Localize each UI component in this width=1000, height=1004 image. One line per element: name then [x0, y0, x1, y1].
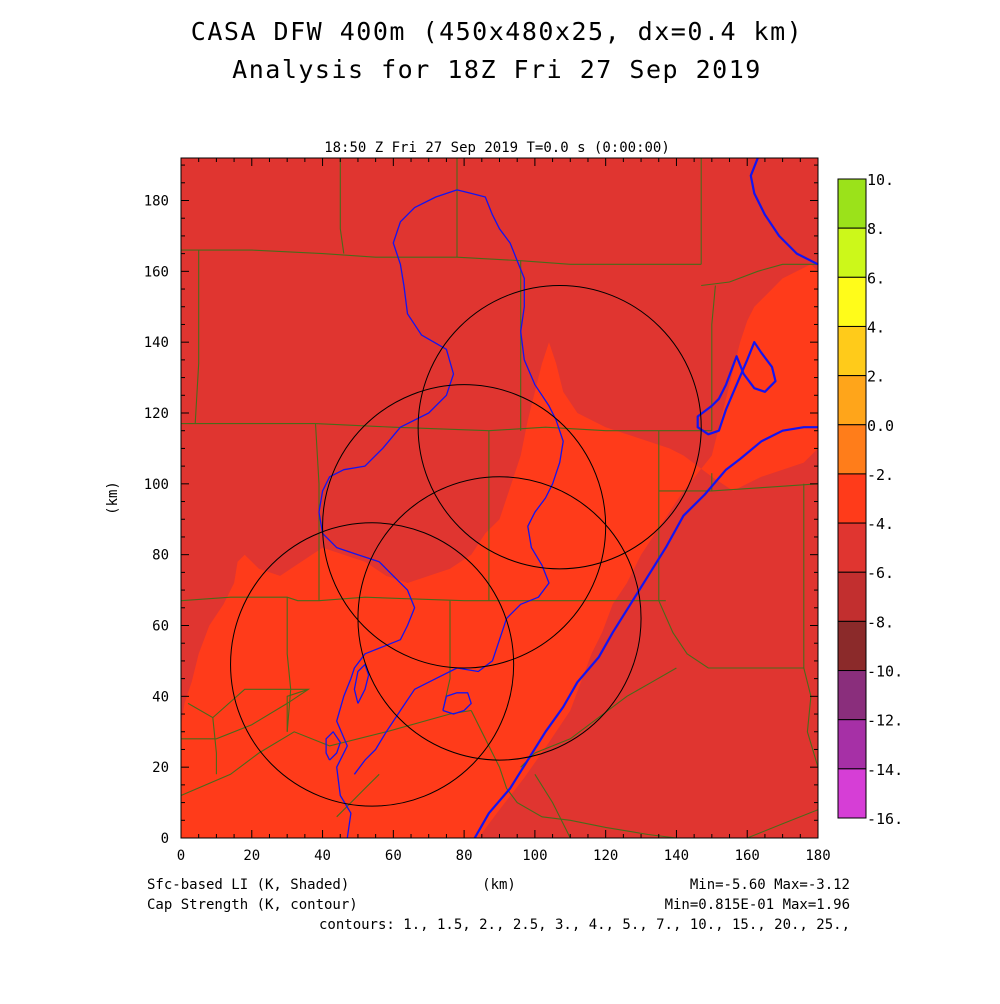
radar-ring — [357, 476, 642, 761]
colorbar-bin — [837, 424, 867, 475]
x-tick-label: 20 — [243, 848, 260, 864]
x-axis: 0 20 40 60 80 100 120 140 160 180 — [177, 158, 831, 864]
radar-ring — [322, 384, 607, 669]
x-tick-label: 80 — [456, 848, 473, 864]
river-line — [749, 158, 818, 266]
colorbar-bin — [837, 473, 867, 524]
colorbar-bin — [837, 227, 867, 278]
x-tick-label: 60 — [385, 848, 402, 864]
radar-ring — [230, 522, 515, 807]
title-line1: CASA DFW 400m (450x480x25, dx=0.4 km) — [191, 17, 803, 46]
river-line — [353, 663, 370, 704]
y-tick-label: 120 — [144, 406, 169, 422]
river-line — [353, 189, 564, 775]
x-tick-label: 0 — [177, 848, 185, 864]
river-line — [318, 189, 458, 838]
colorbar-label: -10. — [867, 663, 903, 681]
y-tick-label: 40 — [152, 689, 169, 705]
colorbar-label: -14. — [867, 761, 903, 779]
county-line — [339, 158, 345, 254]
colorbar-label: -4. — [867, 515, 894, 533]
radar-ring — [417, 285, 702, 570]
river-line — [696, 341, 777, 436]
title-line2: Analysis for 18Z Fri 27 Sep 2019 — [232, 55, 762, 84]
colorbar-label: 0.0 — [867, 417, 894, 435]
y-tick-label: 20 — [152, 760, 169, 776]
colorbar-label: 10. — [867, 171, 894, 189]
colorbar-bin — [837, 325, 867, 377]
colorbar-label: 2. — [867, 368, 885, 386]
colorbar-bin — [837, 670, 867, 721]
county-line — [534, 774, 571, 838]
colorbar-bin — [837, 522, 867, 573]
county-line — [746, 809, 818, 838]
county-boundaries — [181, 158, 818, 838]
colorbar-bin — [837, 178, 867, 229]
county-line — [442, 600, 451, 711]
shaded-min-max: Min=-5.60 Max=-3.12 — [690, 877, 850, 893]
x-tick-label: 100 — [522, 848, 547, 864]
colorbar-bin — [837, 375, 867, 426]
river-line — [325, 731, 341, 761]
county-line — [658, 483, 818, 492]
county-line — [286, 688, 309, 732]
y-axis: 0 20 40 60 80 100 120 140 160 180 — [144, 164, 818, 847]
colorbar-bin — [837, 768, 867, 819]
county-line — [212, 717, 217, 775]
county-line — [803, 667, 818, 768]
colorbar-label: -8. — [867, 613, 894, 631]
plot-area — [180, 157, 819, 839]
y-axis-label: (km) — [105, 481, 121, 515]
y-tick-label: 140 — [144, 335, 169, 351]
x-tick-label: 180 — [805, 848, 830, 864]
x-axis-label: (km) — [482, 877, 516, 893]
county-line — [470, 710, 677, 838]
warm-li-region — [181, 264, 818, 838]
radar-range-rings — [230, 285, 702, 807]
colorbar-bin — [837, 719, 867, 770]
colorbar-label: -6. — [867, 564, 894, 582]
y-tick-label: 80 — [152, 548, 169, 564]
county-line — [181, 596, 666, 602]
colorbar-label: 6. — [867, 269, 885, 287]
river-line — [473, 426, 818, 838]
contour-min-max: Min=0.815E-01 Max=1.96 — [665, 897, 850, 913]
colorbar-bin — [837, 571, 867, 622]
rivers — [318, 158, 818, 838]
colorbar-label: -2. — [867, 466, 894, 484]
footer-shaded-variable: Sfc-based LI (K, Shaded) — [147, 877, 349, 893]
county-line — [701, 263, 818, 287]
county-line — [181, 709, 472, 797]
county-line — [286, 597, 292, 732]
colorbar-label: -12. — [867, 712, 903, 730]
plot-subtitle: 18:50 Z Fri 27 Sep 2019 T=0.0 s (0:00:00… — [324, 140, 670, 156]
colorbar-label: 8. — [867, 220, 885, 238]
y-tick-label: 160 — [144, 264, 169, 280]
river-line — [442, 692, 472, 715]
y-tick-label: 0 — [161, 831, 169, 847]
county-line — [336, 773, 380, 818]
county-line — [314, 423, 320, 601]
y-tick-label: 180 — [144, 194, 169, 210]
county-line — [658, 600, 804, 669]
colorbar-label: -16. — [867, 810, 903, 828]
colorbar: 10. 8. 6. 4. 2. 0.0 -2. -4. -6. -8. -10. -12. -14. -1… — [837, 171, 903, 828]
y-tick-label: 60 — [152, 619, 169, 635]
colorbar-label: 4. — [867, 318, 885, 336]
x-tick-label: 160 — [735, 848, 760, 864]
county-line — [194, 250, 200, 424]
shaded-field — [181, 264, 818, 838]
contour-levels: contours: 1., 1.5, 2., 2.5, 3., 4., 5., … — [319, 917, 850, 933]
x-tick-label: 40 — [314, 848, 331, 864]
y-tick-label: 100 — [144, 477, 169, 493]
colorbar-bin — [837, 620, 867, 672]
x-tick-label: 140 — [664, 848, 689, 864]
colorbar-bin — [837, 276, 867, 327]
county-line — [520, 667, 677, 768]
x-tick-label: 120 — [593, 848, 618, 864]
footer-contour-variable: Cap Strength (K, contour) — [147, 897, 358, 913]
